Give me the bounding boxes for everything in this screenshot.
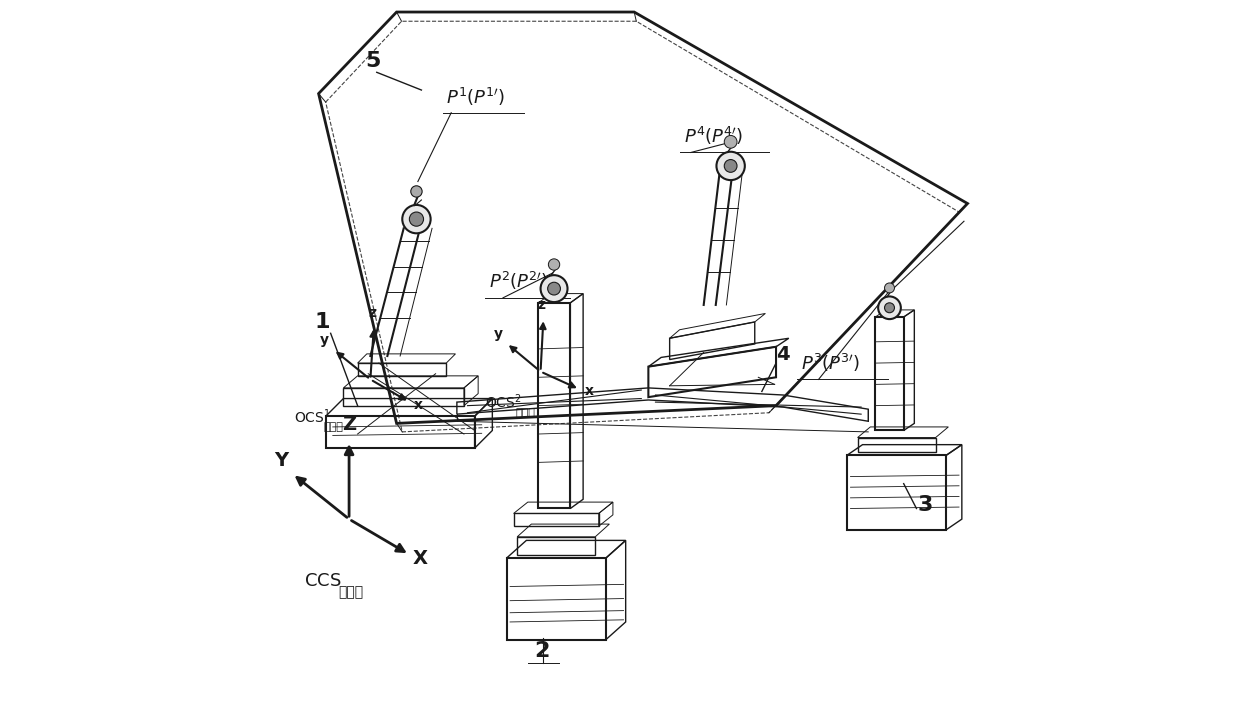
Circle shape — [717, 152, 745, 180]
Text: x: x — [414, 398, 423, 412]
Text: 3: 3 — [918, 495, 932, 515]
Circle shape — [884, 303, 894, 313]
Circle shape — [724, 135, 737, 148]
Text: Y: Y — [274, 451, 289, 470]
Text: z: z — [368, 306, 377, 320]
Text: $P^4(P^{4\prime})$: $P^4(P^{4\prime})$ — [683, 125, 743, 147]
Text: X: X — [413, 549, 428, 567]
Circle shape — [548, 282, 560, 295]
Text: 坐标系: 坐标系 — [324, 422, 343, 432]
Circle shape — [548, 259, 559, 270]
Text: z: z — [537, 298, 546, 312]
Circle shape — [410, 186, 422, 197]
Text: $P^2(P^{2\prime})$: $P^2(P^{2\prime})$ — [489, 270, 548, 292]
Text: 坐标系: 坐标系 — [339, 585, 363, 600]
Circle shape — [878, 296, 900, 319]
Circle shape — [402, 205, 430, 234]
Text: Z: Z — [342, 416, 356, 434]
Text: 2: 2 — [534, 642, 549, 661]
Text: $\mathrm{OCS}^1$: $\mathrm{OCS}^1$ — [294, 407, 331, 426]
Text: 坐标系: 坐标系 — [515, 408, 534, 418]
Text: $\mathrm{CCS}$: $\mathrm{CCS}$ — [304, 572, 342, 590]
Text: $P^1(P^{1\prime})$: $P^1(P^{1\prime})$ — [446, 85, 506, 108]
Text: $\mathrm{OCS}^2$: $\mathrm{OCS}^2$ — [485, 393, 522, 412]
Text: y: y — [494, 327, 502, 340]
Text: 4: 4 — [776, 345, 790, 364]
Circle shape — [884, 283, 894, 293]
Circle shape — [724, 159, 737, 172]
Circle shape — [409, 212, 424, 226]
Text: x: x — [584, 384, 593, 398]
Text: $P^3(P^{3\prime})$: $P^3(P^{3\prime})$ — [801, 352, 861, 374]
Text: y: y — [320, 333, 329, 347]
Text: 5: 5 — [366, 51, 381, 70]
Circle shape — [541, 275, 568, 302]
Text: 1: 1 — [315, 312, 330, 332]
